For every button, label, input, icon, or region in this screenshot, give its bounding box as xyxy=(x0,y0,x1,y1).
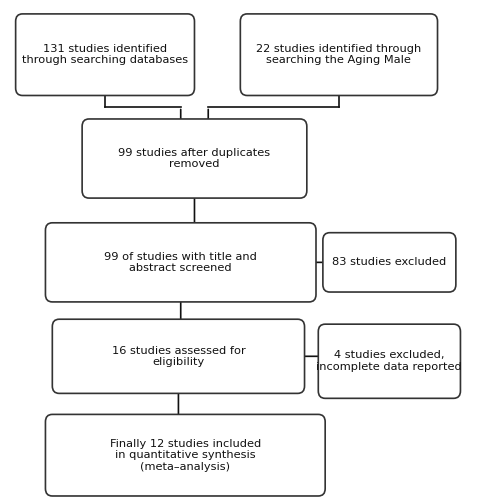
Text: 4 studies excluded,
incomplete data reported: 4 studies excluded, incomplete data repo… xyxy=(317,350,462,372)
FancyBboxPatch shape xyxy=(16,14,194,96)
Text: Finally 12 studies included
in quantitative synthesis
(meta–analysis): Finally 12 studies included in quantitat… xyxy=(110,438,261,472)
Text: 83 studies excluded: 83 studies excluded xyxy=(332,258,446,268)
Text: 16 studies assessed for
eligibility: 16 studies assessed for eligibility xyxy=(112,346,245,367)
Text: 99 of studies with title and
abstract screened: 99 of studies with title and abstract sc… xyxy=(104,252,257,273)
FancyBboxPatch shape xyxy=(46,414,325,496)
Text: 22 studies identified through
searching the Aging Male: 22 studies identified through searching … xyxy=(256,44,422,66)
FancyBboxPatch shape xyxy=(82,119,307,198)
Text: 99 studies after duplicates
removed: 99 studies after duplicates removed xyxy=(118,148,271,170)
FancyBboxPatch shape xyxy=(46,223,316,302)
Text: 131 studies identified
through searching databases: 131 studies identified through searching… xyxy=(22,44,188,66)
FancyBboxPatch shape xyxy=(52,319,305,394)
FancyBboxPatch shape xyxy=(240,14,437,96)
FancyBboxPatch shape xyxy=(323,232,456,292)
FancyBboxPatch shape xyxy=(318,324,460,398)
